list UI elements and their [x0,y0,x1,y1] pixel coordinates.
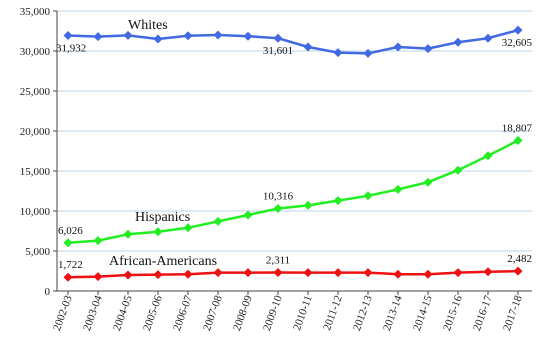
x-tick-label: 2016-17 [471,293,495,332]
x-tick-label: 2003-04 [81,293,105,332]
data-point[interactable] [453,37,463,47]
data-point[interactable] [273,33,283,43]
data-point[interactable] [183,223,193,233]
series-name-label: Whites [128,18,168,33]
x-tick-label: 2002-03 [51,293,75,332]
data-point[interactable] [363,268,373,278]
data-point[interactable] [393,42,403,52]
data-label: 1,722 [58,259,83,271]
data-point[interactable] [333,268,343,278]
series-hispanics [63,136,523,248]
data-label: 31,601 [263,45,293,57]
x-tick-label: 2015-16 [441,293,465,332]
data-point[interactable] [483,267,493,277]
x-tick-label: 2017-18 [501,293,525,332]
data-label: 2,482 [507,253,532,265]
x-tick-label: 2005-06 [141,293,165,332]
x-tick-label: 2012-13 [351,293,375,332]
data-label: 32,605 [502,37,533,49]
x-tick-label: 2013-14 [381,293,405,332]
data-point[interactable] [513,266,523,276]
data-point[interactable] [183,31,193,41]
data-point[interactable] [213,268,223,278]
series-name-label: Hispanics [135,210,190,225]
series-african-americans [63,266,523,282]
data-point[interactable] [213,216,223,226]
data-label: 31,932 [56,43,86,55]
data-point[interactable] [93,236,103,246]
data-point[interactable] [393,269,403,279]
data-point[interactable] [93,32,103,42]
data-point[interactable] [333,196,343,206]
data-point[interactable] [243,31,253,41]
y-axis-tick-labels: 0 5,000 10,000 15,000 20,000 25,000 30,000 35,0… [20,6,51,298]
x-tick-label: 2009-10 [261,293,285,332]
data-point[interactable] [123,270,133,280]
data-point[interactable] [123,229,133,239]
y-tick-label: 20,000 [20,126,51,138]
x-axis-tick-labels: 2002-03 2003-04 2004-05 2005-06 2006-07 2007-… [51,293,525,332]
grid-lines [57,10,532,252]
data-point[interactable] [483,33,493,43]
data-point[interactable] [123,30,133,40]
x-tick-label: 2007-08 [201,293,225,332]
y-tick-label: 10,000 [20,206,51,218]
data-label: 18,807 [502,123,533,135]
x-tick-label: 2014-15 [411,293,435,332]
data-point[interactable] [63,272,73,282]
series-line [67,269,519,279]
x-tick-label: 2006-07 [171,293,195,332]
data-point[interactable] [273,268,283,278]
data-point[interactable] [153,34,163,44]
data-point[interactable] [303,42,313,52]
data-point[interactable] [153,270,163,280]
x-tick-label: 2010-11 [291,294,315,332]
data-point[interactable] [333,48,343,58]
data-point[interactable] [183,269,193,279]
data-point[interactable] [273,203,283,213]
data-point[interactable] [243,268,253,278]
data-point[interactable] [93,272,103,282]
y-tick-label: 35,000 [20,6,51,18]
data-point[interactable] [153,227,163,237]
data-labels: Whites 31,932 31,601 32,605 Hispanics 6,026 10… [56,18,533,271]
data-point[interactable] [483,151,493,161]
data-point[interactable] [303,200,313,210]
data-point[interactable] [63,31,73,41]
x-tick-label: 2011-12 [321,294,345,332]
series-whites [63,25,523,58]
data-series [63,25,523,282]
data-label: 10,316 [263,190,294,202]
data-point[interactable] [453,268,463,278]
data-point[interactable] [423,269,433,279]
data-label: 6,026 [58,225,83,237]
data-point[interactable] [243,210,253,220]
series-line [67,28,519,55]
data-point[interactable] [423,44,433,54]
series-line [67,139,519,245]
y-tick-label: 15,000 [20,166,51,178]
series-name-label: African-Americans [109,254,217,269]
data-point[interactable] [393,184,403,194]
y-tick-label: 25,000 [20,86,51,98]
data-point[interactable] [213,30,223,40]
x-tick-label: 2008-09 [231,293,255,332]
data-point[interactable] [63,238,73,248]
y-tick-label: 5,000 [25,246,50,258]
data-point[interactable] [423,177,433,187]
data-point[interactable] [363,48,373,58]
y-tick-label: 30,000 [20,46,51,58]
data-point[interactable] [513,25,523,35]
axes [53,10,532,295]
x-tick-label: 2004-05 [111,293,135,332]
data-point[interactable] [303,268,313,278]
data-label: 2,311 [266,255,290,267]
data-point[interactable] [453,165,463,175]
data-point[interactable] [363,191,373,201]
data-point[interactable] [513,136,523,146]
y-tick-label: 0 [45,286,51,298]
